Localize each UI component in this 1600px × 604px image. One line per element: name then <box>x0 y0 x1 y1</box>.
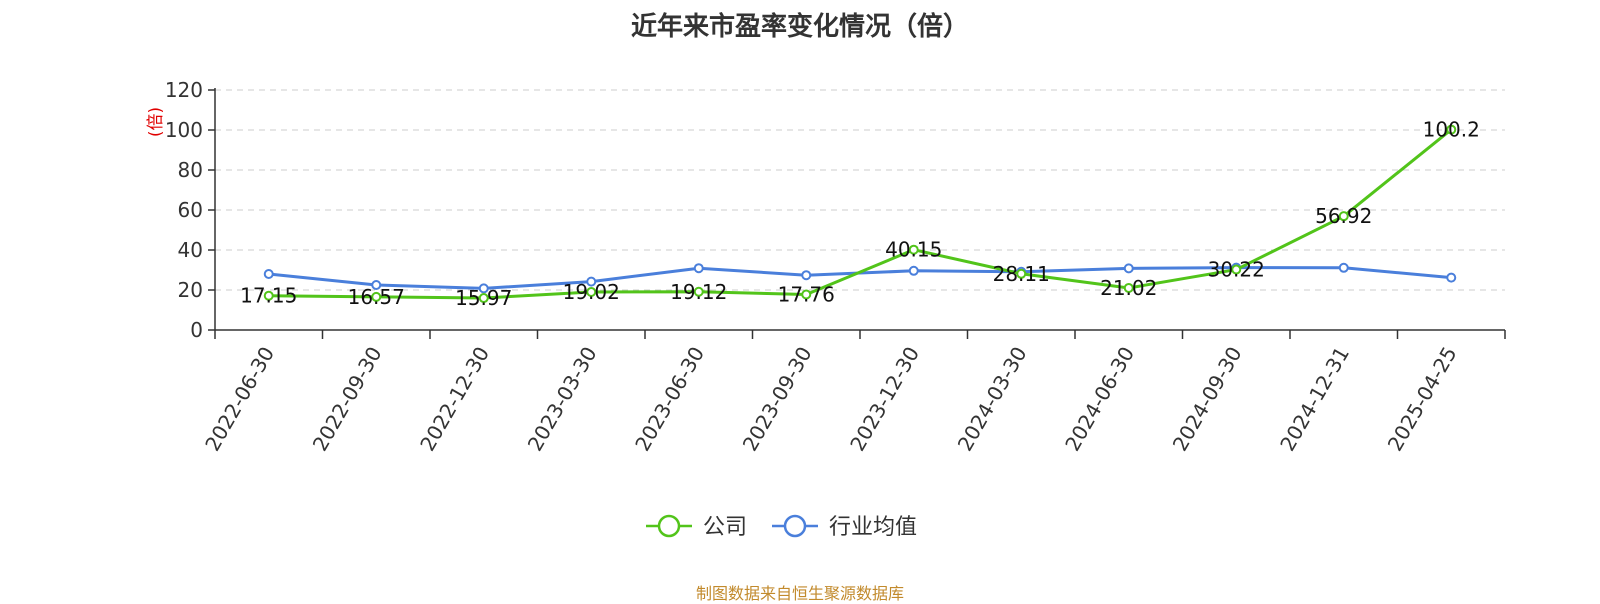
company-data-label: 16.57 <box>348 285 405 309</box>
company-data-point <box>1123 282 1134 293</box>
industry-data-point <box>1338 262 1349 273</box>
x-tick-label: 2024-06-30 <box>1060 343 1139 456</box>
source-note: 制图数据来自恒生聚源数据库 <box>695 584 904 603</box>
x-tick-label: 2023-09-30 <box>738 343 817 456</box>
company-data-label: 100.2 <box>1423 118 1480 142</box>
industry-data-point <box>263 269 274 279</box>
x-tick-label: 2022-12-30 <box>415 343 494 456</box>
industry-data-point <box>586 276 597 287</box>
legend: 公司 行业均值 <box>646 514 917 540</box>
company-data-label: 28.11 <box>993 262 1050 286</box>
y-tick-label: 100 <box>165 118 203 142</box>
grid-layer <box>215 89 1505 291</box>
company-data-label: 17.15 <box>240 284 297 308</box>
industry-data-point <box>801 270 812 281</box>
y-tick-label: 40 <box>178 238 203 262</box>
industry-data-point <box>1446 272 1457 283</box>
pe-ratio-line-chart: 0 20 40 60 80 100 120 (倍) 2022-06-30 2022-09-30 20… <box>146 78 1506 540</box>
x-tick-label: 2023-12-30 <box>845 343 924 456</box>
industry-data-point <box>1123 263 1134 274</box>
company-data-point <box>263 290 274 301</box>
y-tick-label: 0 <box>190 318 203 342</box>
y-axis-unit-label: (倍) <box>146 107 166 137</box>
company-data-label: 40.15 <box>885 238 942 262</box>
series-layer <box>263 124 1457 304</box>
industry-data-point <box>693 263 704 274</box>
x-tick-label: 2023-03-30 <box>523 343 602 456</box>
x-tick-label: 2024-09-30 <box>1168 343 1247 456</box>
data-label-layer: 17.15 16.57 15.97 19.02 19.12 17.76 40.15 28.11… <box>240 118 1480 310</box>
chart-title: 近年来市盈率变化情况（倍） <box>630 12 969 42</box>
company-data-point <box>1338 211 1349 222</box>
x-tick-label: 2025-04-25 <box>1383 343 1462 456</box>
industry-data-point <box>371 280 382 290</box>
y-tick-label: 20 <box>178 278 203 302</box>
legend-item-industry: 行业均值 <box>772 514 917 540</box>
company-data-point <box>908 244 919 255</box>
company-data-label: 30.22 <box>1208 258 1265 282</box>
company-data-point <box>1016 268 1027 279</box>
x-tick-label: 2022-09-30 <box>308 343 387 456</box>
industry-data-point <box>478 283 489 294</box>
company-data-label: 19.12 <box>670 280 727 304</box>
company-data-label: 56.92 <box>1315 204 1372 228</box>
x-tick-label: 2024-03-30 <box>953 343 1032 456</box>
industry-data-point <box>908 265 919 276</box>
legend-marker <box>783 514 807 538</box>
company-data-point <box>1446 124 1457 135</box>
company-data-point <box>693 286 704 297</box>
y-tick-label: 120 <box>165 78 203 102</box>
company-data-point <box>586 286 597 297</box>
y-tick-label: 60 <box>178 198 203 222</box>
x-tick-label: 2023-06-30 <box>630 343 709 456</box>
x-tick-label: 2022-06-30 <box>200 343 279 456</box>
company-data-point <box>478 293 489 304</box>
company-data-label: 15.97 <box>455 286 512 310</box>
company-data-point <box>371 291 382 302</box>
legend-label: 公司 <box>703 515 747 540</box>
x-tick-label: 2024-12-31 <box>1275 343 1354 456</box>
legend-marker <box>657 514 681 538</box>
company-data-label: 17.76 <box>778 282 835 306</box>
legend-item-company: 公司 <box>646 514 747 540</box>
legend-label: 行业均值 <box>829 515 917 540</box>
company-data-label: 21.02 <box>1100 276 1157 300</box>
company-data-point <box>801 289 812 300</box>
y-tick-label: 80 <box>178 158 203 182</box>
company-data-point <box>1231 264 1242 275</box>
company-series-line <box>268 128 1453 300</box>
company-data-label: 19.02 <box>563 280 620 304</box>
